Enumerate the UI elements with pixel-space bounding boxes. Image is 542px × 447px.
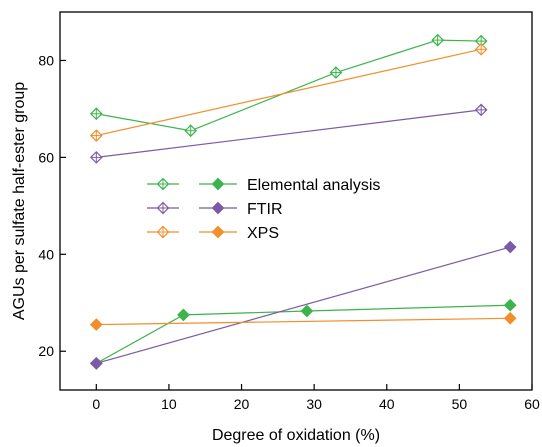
filled-diamond-marker: [211, 177, 225, 191]
y-tick-label: 20: [38, 343, 54, 359]
axes: 0 10 20 30 40 50 60 20 40 60 80: [38, 52, 540, 412]
y-tick-label: 80: [38, 52, 54, 68]
series-elemental-analysis-filled: [89, 298, 517, 370]
series-ftir-filled: [89, 240, 517, 370]
legend-item: Elemental analysis: [147, 177, 380, 194]
legend-item: XPS: [147, 225, 279, 242]
x-tick-label: 10: [161, 396, 177, 412]
y-axis-title: AGUs per sulfate half-ester group: [11, 82, 28, 320]
series-line: [96, 246, 511, 364]
series-xps-filled: [89, 311, 517, 331]
series-xps-open: [89, 42, 488, 142]
y-tick-label: 60: [38, 149, 54, 165]
x-tick-label: 60: [524, 396, 540, 412]
filled-diamond-marker: [300, 304, 314, 318]
series-line: [96, 48, 482, 137]
x-tick-label: 50: [452, 396, 468, 412]
filled-diamond-marker: [211, 225, 225, 239]
filled-diamond-marker: [89, 356, 103, 370]
filled-diamond-marker: [211, 201, 225, 215]
x-tick-label: 0: [92, 396, 100, 412]
x-axis-title: Degree of oxidation (%): [212, 427, 380, 444]
legend-item: FTIR: [147, 201, 283, 218]
filled-diamond-marker: [503, 311, 517, 325]
filled-diamond-marker: [177, 308, 190, 322]
filled-diamond-marker: [503, 298, 517, 312]
legend: Elemental analysis FTIR XPS: [147, 177, 380, 242]
filled-diamond-marker: [89, 318, 103, 331]
x-tick-label: 20: [234, 396, 250, 412]
y-tick-label: 40: [38, 246, 54, 262]
plot-frame: [59, 11, 533, 391]
legend-label: Elemental analysis: [247, 177, 380, 194]
series-line: [96, 109, 482, 158]
series-line: [96, 317, 511, 326]
x-tick-label: 40: [379, 396, 395, 412]
filled-diamond-marker: [503, 240, 517, 254]
series-line: [96, 304, 511, 364]
legend-label: XPS: [247, 225, 279, 242]
series-ftir-open: [89, 103, 488, 164]
x-tick-label: 30: [306, 396, 322, 412]
series-layer: [89, 33, 517, 370]
series-elemental-analysis-open: [89, 33, 488, 138]
legend-label: FTIR: [247, 201, 283, 218]
